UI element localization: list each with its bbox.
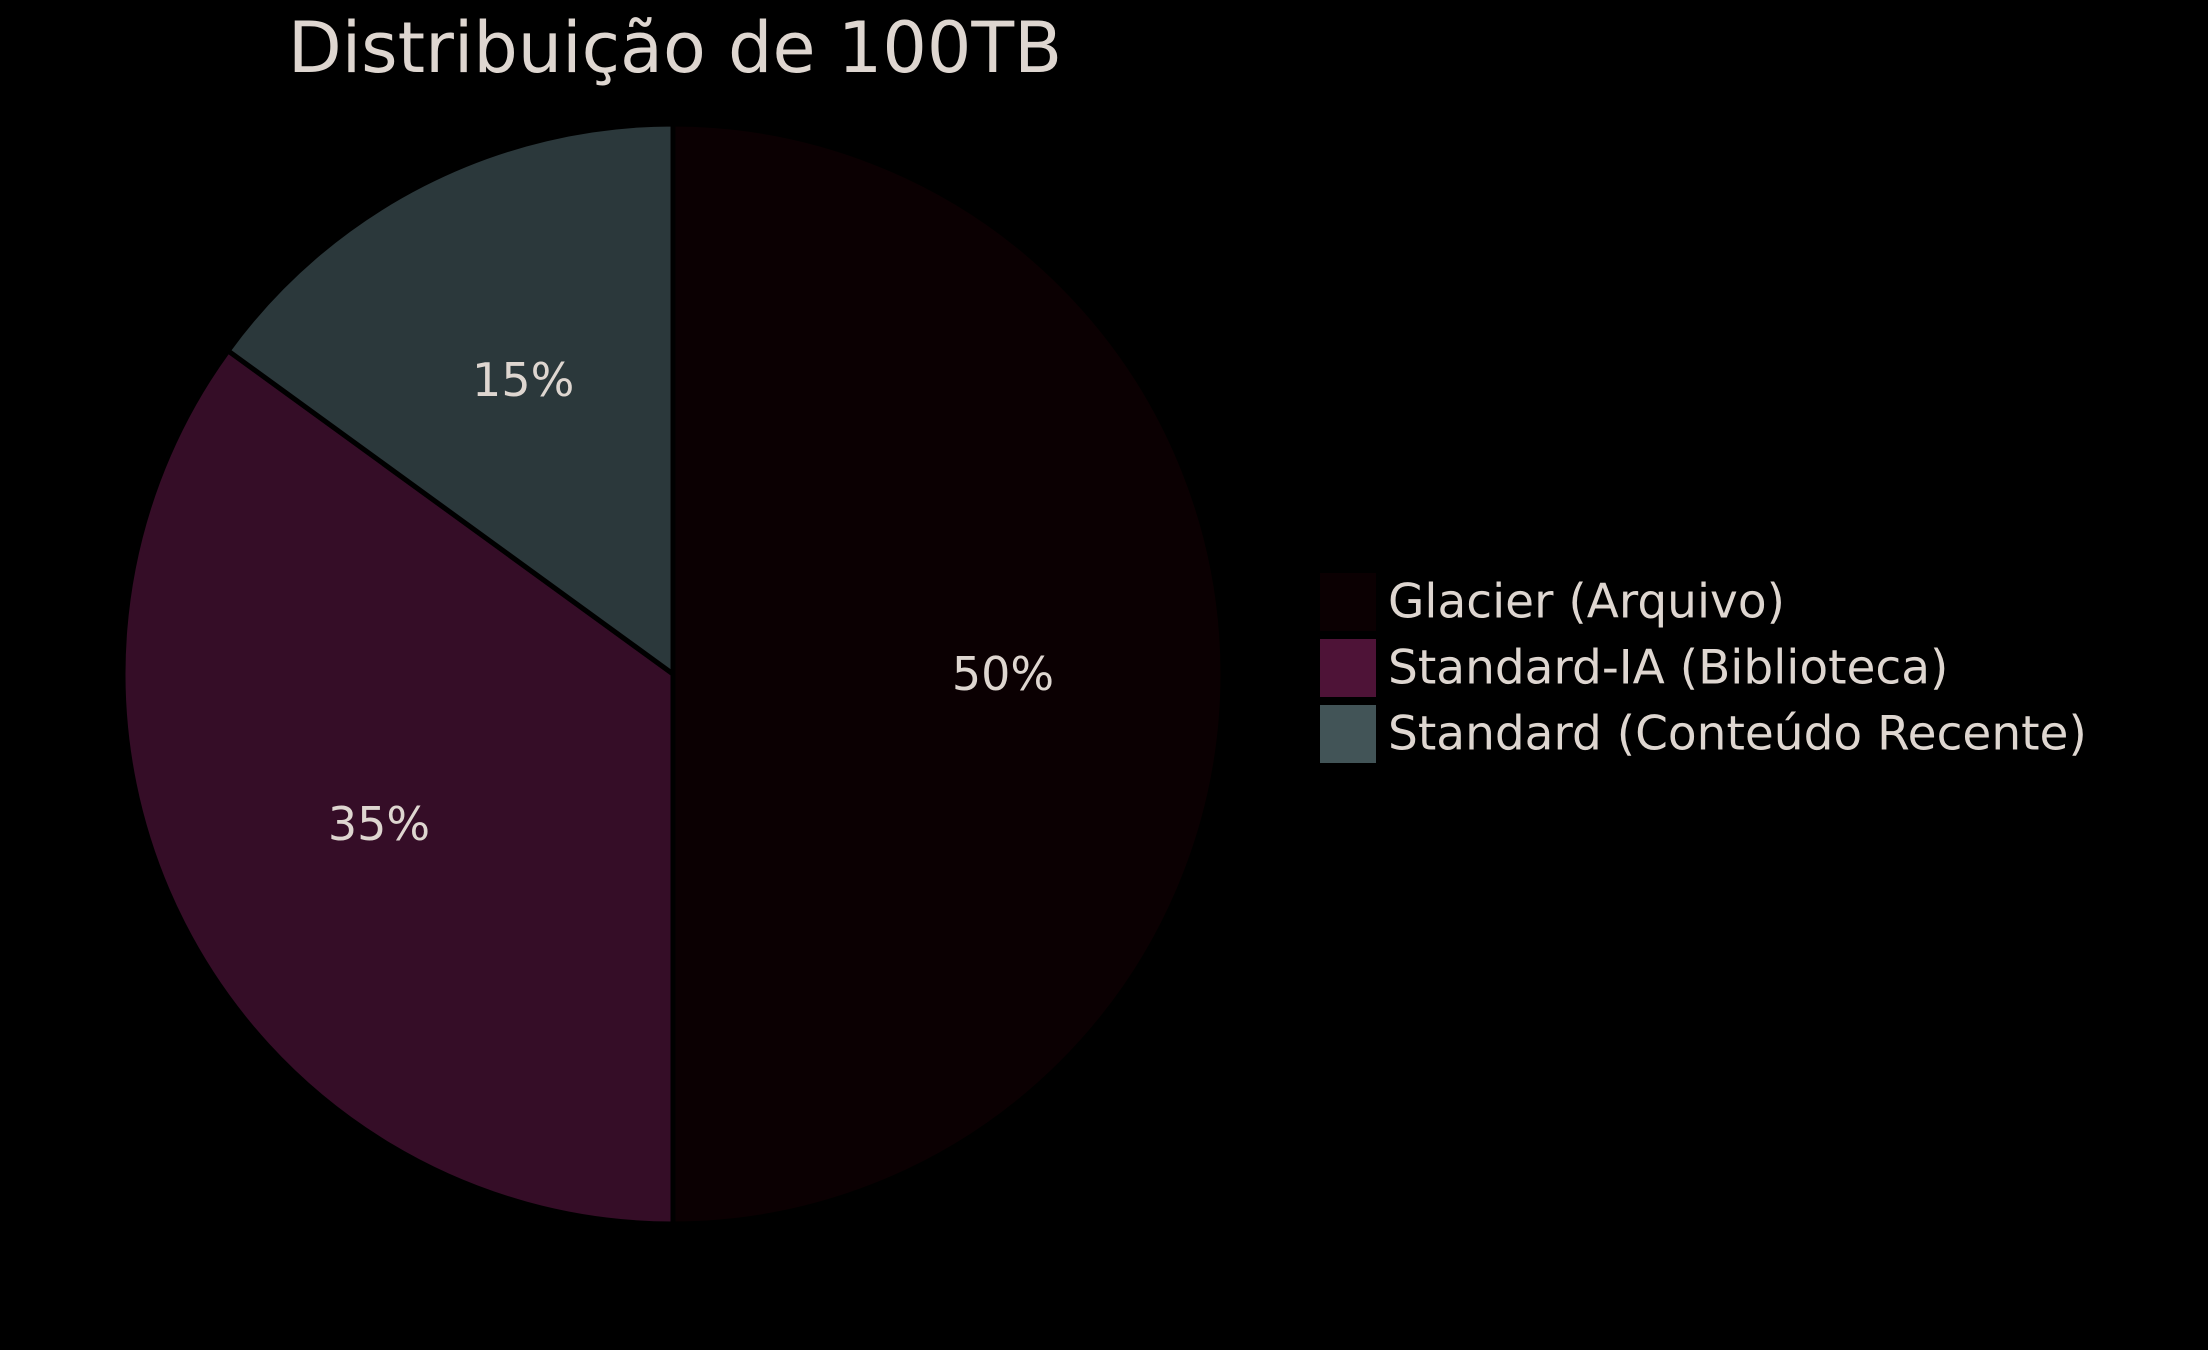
legend-label-3: Standard (Conteúdo Recente) [1388, 707, 2087, 762]
legend-swatch-3 [1320, 705, 1376, 763]
legend-label-1: Glacier (Arquivo) [1388, 575, 1785, 630]
chart-title: Distribuição de 100TB [288, 7, 1062, 89]
legend-swatch-1 [1320, 573, 1376, 631]
pie-slices [120, 121, 1226, 1227]
pie-slice-labels: 50% 35% 15% [328, 353, 1054, 851]
pie-slice-1 [670, 121, 1226, 1227]
pie-slice-label-3: 15% [472, 353, 574, 407]
pie-slice-3 [225, 121, 676, 677]
pie-slice-label-1: 50% [952, 647, 1054, 701]
pie-slice-label-2: 35% [328, 797, 430, 851]
legend-label-2: Standard-IA (Biblioteca) [1388, 641, 1948, 696]
chart-legend: Glacier (Arquivo) Standard-IA (Biblioteca… [1320, 573, 2087, 763]
legend-swatch-2 [1320, 639, 1376, 697]
pie-slice-2 [120, 348, 676, 1227]
